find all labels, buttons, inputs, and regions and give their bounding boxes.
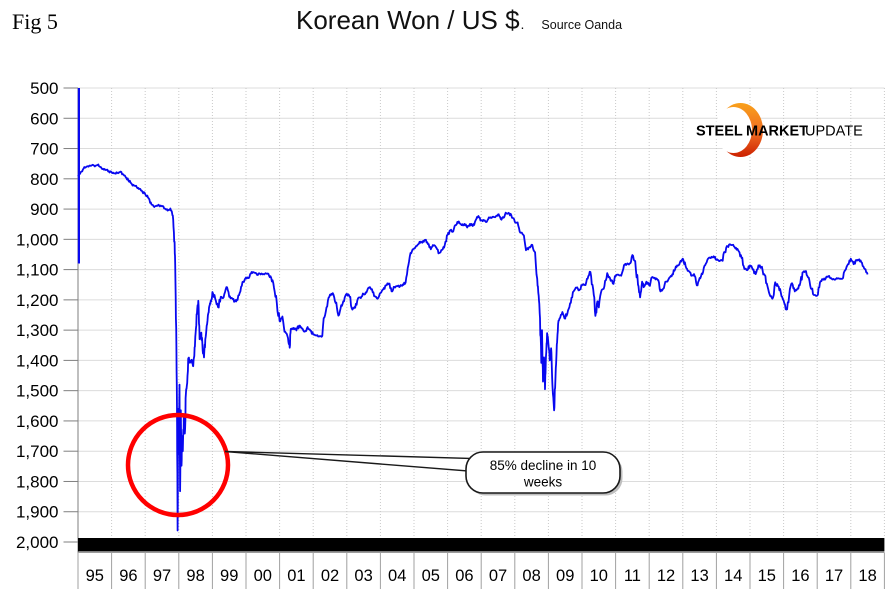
x-tick-label: 06 <box>455 567 473 585</box>
y-tick-label: 1,400 <box>16 351 59 370</box>
y-tick-label: 1,200 <box>16 291 59 310</box>
y-tick-label: 900 <box>30 200 58 219</box>
decline-callout: 85% decline in 10 weeks <box>224 450 623 496</box>
x-tick-label: 16 <box>791 567 809 585</box>
x-tick-label: 95 <box>86 567 104 585</box>
steel-market-update-logo: STEEL MARKET UPDATE <box>696 103 863 157</box>
x-tick-label: 02 <box>321 567 339 585</box>
crisis-circle-annotation <box>125 412 231 518</box>
x-tick-label: 01 <box>287 567 305 585</box>
chart-title-period: . <box>520 16 525 32</box>
y-tick-label: 1,500 <box>16 382 59 401</box>
x-tick-label: 15 <box>758 567 776 585</box>
y-tick-label: 1,300 <box>16 321 59 340</box>
bottom-black-bar <box>78 538 885 552</box>
callout-text-line2: weeks <box>523 475 563 490</box>
x-tick-label: 97 <box>153 567 171 585</box>
y-tick-label: 1,900 <box>16 503 59 522</box>
y-tick-label: 1,600 <box>16 412 59 431</box>
x-tick-label: 04 <box>388 567 406 585</box>
y-tick-label: 1,800 <box>16 472 59 491</box>
x-tick-label: 12 <box>657 567 675 585</box>
y-tick-label: 500 <box>30 79 58 98</box>
y-tick-label: 2,000 <box>16 533 59 552</box>
x-tick-label: 96 <box>119 567 137 585</box>
callout-box <box>465 451 621 494</box>
y-tick-label: 1,700 <box>16 442 59 461</box>
logo-word-update: UPDATE <box>805 124 863 140</box>
x-tick-label: 13 <box>690 567 708 585</box>
y-tick-label: 1,000 <box>16 230 59 249</box>
y-tick-label: 800 <box>30 170 58 189</box>
chart-title: Korean Won / US $ <box>296 5 520 35</box>
logo-word-steel: STEEL <box>696 124 743 140</box>
x-tick-label: 00 <box>254 567 272 585</box>
chart-title-group: Korean Won / US $. Source Oanda <box>296 5 622 36</box>
x-tick-label: 03 <box>354 567 372 585</box>
x-tick-label: 98 <box>186 567 204 585</box>
callout-tail <box>224 450 475 473</box>
figure-label: Fig 5 <box>12 9 58 34</box>
x-tick-label: 05 <box>422 567 440 585</box>
callout-text-line1: 85% decline in 10 <box>490 458 597 473</box>
y-tick-label: 600 <box>30 109 58 128</box>
x-tick-label: 07 <box>489 567 507 585</box>
x-tick-label: 99 <box>220 567 238 585</box>
x-tick-label: 18 <box>858 567 876 585</box>
x-tick-label: 09 <box>556 567 574 585</box>
y-tick-label: 1,100 <box>16 261 59 280</box>
x-tick-label: 17 <box>825 567 843 585</box>
x-tick-label: 14 <box>724 567 742 585</box>
krw-usd-series-line <box>77 163 869 532</box>
axes: 500 600 700 800 900 1,000 1,100 1,200 1,300 1,400… <box>16 79 885 589</box>
y-tick-label: 700 <box>30 140 58 159</box>
chart-source-label: Source Oanda <box>541 18 623 32</box>
logo-crescent-cutout <box>715 107 752 153</box>
x-tick-label: 11 <box>624 567 641 585</box>
series <box>77 88 869 532</box>
x-tick-label: 08 <box>522 567 540 585</box>
logo-word-market: MARKET <box>746 124 808 140</box>
x-tick-label: 10 <box>590 567 608 585</box>
